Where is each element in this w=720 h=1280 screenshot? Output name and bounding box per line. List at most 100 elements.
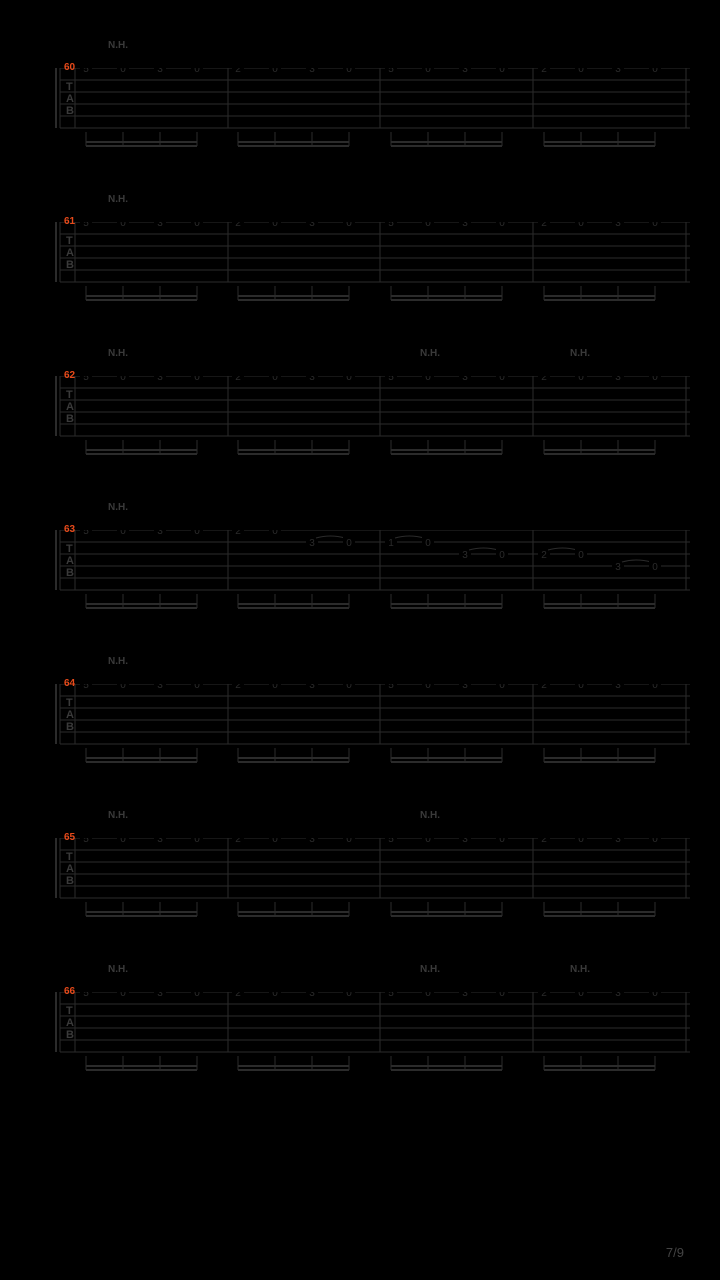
nh-label: N.H. [108, 348, 128, 359]
nh-row: N.H.N.H.N.H. [30, 348, 690, 366]
svg-text:3: 3 [309, 68, 315, 75]
svg-text:2: 2 [541, 376, 547, 383]
svg-text:A: A [66, 1017, 74, 1029]
svg-text:3: 3 [615, 562, 621, 573]
svg-text:3: 3 [157, 222, 163, 229]
nh-label: N.H. [108, 502, 128, 513]
svg-text:3: 3 [157, 68, 163, 75]
svg-text:0: 0 [652, 222, 658, 229]
tab-staff: 62TAB5030203050302030 [30, 372, 690, 440]
svg-text:3: 3 [462, 992, 468, 999]
tab-sheet: N.H.60TAB5030203050302030N.H.61TAB503020… [0, 0, 720, 1070]
svg-text:0: 0 [652, 68, 658, 75]
svg-text:3: 3 [309, 222, 315, 229]
svg-text:T: T [66, 851, 73, 863]
svg-text:0: 0 [120, 376, 126, 383]
beam-row [30, 286, 690, 300]
svg-text:0: 0 [272, 684, 278, 691]
beam-row [30, 594, 690, 608]
svg-text:3: 3 [309, 538, 315, 549]
svg-text:B: B [66, 567, 74, 579]
svg-text:3: 3 [462, 684, 468, 691]
measure-number: 65 [64, 832, 75, 843]
svg-text:T: T [66, 543, 73, 555]
svg-text:0: 0 [652, 684, 658, 691]
svg-text:0: 0 [194, 222, 200, 229]
svg-text:0: 0 [120, 684, 126, 691]
svg-text:0: 0 [272, 68, 278, 75]
beam-row [30, 748, 690, 762]
measure-number: 62 [64, 370, 75, 381]
svg-text:1: 1 [388, 538, 394, 549]
nh-row: N.H. [30, 194, 690, 212]
svg-text:0: 0 [578, 992, 584, 999]
measure-block: N.H.61TAB5030203050302030 [30, 194, 690, 300]
svg-text:0: 0 [652, 992, 658, 999]
svg-text:3: 3 [462, 68, 468, 75]
svg-text:2: 2 [235, 222, 241, 229]
svg-text:3: 3 [309, 684, 315, 691]
svg-text:0: 0 [194, 530, 200, 537]
svg-text:B: B [66, 259, 74, 271]
svg-text:0: 0 [578, 550, 584, 561]
svg-text:B: B [66, 1029, 74, 1041]
svg-text:5: 5 [388, 992, 394, 999]
tab-staff: 60TAB5030203050302030 [30, 64, 690, 132]
svg-text:0: 0 [578, 68, 584, 75]
svg-text:0: 0 [425, 992, 431, 999]
svg-text:0: 0 [346, 538, 352, 549]
svg-text:B: B [66, 875, 74, 887]
measure-number: 63 [64, 524, 75, 535]
svg-text:0: 0 [194, 992, 200, 999]
svg-text:0: 0 [499, 222, 505, 229]
svg-text:0: 0 [346, 68, 352, 75]
svg-text:0: 0 [425, 376, 431, 383]
measure-number: 60 [64, 62, 75, 73]
measure-number: 66 [64, 986, 75, 997]
svg-text:3: 3 [157, 992, 163, 999]
svg-text:0: 0 [578, 376, 584, 383]
svg-text:3: 3 [615, 222, 621, 229]
svg-text:2: 2 [235, 376, 241, 383]
measure-block: N.H.60TAB5030203050302030 [30, 40, 690, 146]
svg-text:0: 0 [425, 838, 431, 845]
nh-label: N.H. [420, 348, 440, 359]
svg-text:0: 0 [425, 538, 431, 549]
svg-text:0: 0 [499, 550, 505, 561]
svg-text:2: 2 [541, 992, 547, 999]
nh-label: N.H. [420, 810, 440, 821]
svg-text:A: A [66, 93, 74, 105]
nh-label: N.H. [108, 194, 128, 205]
svg-text:0: 0 [272, 530, 278, 537]
svg-text:5: 5 [83, 68, 89, 75]
svg-text:5: 5 [83, 838, 89, 845]
svg-text:5: 5 [83, 222, 89, 229]
svg-text:A: A [66, 555, 74, 567]
beam-row [30, 902, 690, 916]
svg-text:2: 2 [235, 530, 241, 537]
svg-text:0: 0 [272, 222, 278, 229]
svg-text:3: 3 [615, 376, 621, 383]
svg-text:5: 5 [83, 992, 89, 999]
svg-text:0: 0 [194, 376, 200, 383]
nh-row: N.H. [30, 40, 690, 58]
svg-text:3: 3 [462, 838, 468, 845]
tab-staff: 65TAB5030203050302030 [30, 834, 690, 902]
svg-text:5: 5 [388, 68, 394, 75]
svg-text:0: 0 [346, 684, 352, 691]
svg-text:3: 3 [309, 992, 315, 999]
svg-text:0: 0 [272, 838, 278, 845]
svg-text:0: 0 [425, 684, 431, 691]
nh-row: N.H. [30, 502, 690, 520]
svg-text:2: 2 [541, 222, 547, 229]
svg-text:3: 3 [157, 530, 163, 537]
svg-text:0: 0 [499, 68, 505, 75]
svg-text:3: 3 [309, 838, 315, 845]
beam-row [30, 440, 690, 454]
svg-text:3: 3 [462, 550, 468, 561]
svg-text:3: 3 [615, 992, 621, 999]
svg-text:2: 2 [541, 684, 547, 691]
svg-text:0: 0 [425, 68, 431, 75]
svg-text:5: 5 [388, 222, 394, 229]
svg-text:0: 0 [120, 838, 126, 845]
